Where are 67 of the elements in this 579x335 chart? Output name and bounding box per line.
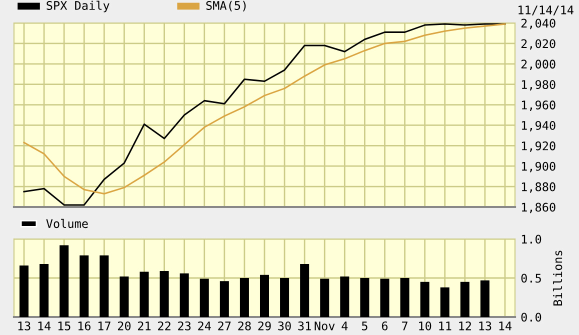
bar xyxy=(100,255,109,317)
x-tick-label: 20 xyxy=(118,321,131,330)
x-tick-label: 12 xyxy=(459,321,472,330)
x-tick-label: 22 xyxy=(158,321,170,330)
bar xyxy=(440,287,450,317)
bar xyxy=(160,270,169,317)
bar xyxy=(380,278,390,317)
bar xyxy=(200,278,209,317)
x-tick-label: 7 xyxy=(402,322,408,330)
bar xyxy=(460,282,470,317)
bar xyxy=(300,264,310,317)
bar xyxy=(280,278,290,317)
y-tick-label: 1.0 xyxy=(522,234,542,244)
legend-label: SMA(5) xyxy=(206,0,246,12)
bar xyxy=(480,280,490,317)
x-tick-label: 14 xyxy=(38,322,51,330)
bar xyxy=(340,276,350,317)
y-tick-label: 1,860 xyxy=(522,202,556,214)
text: 11/14/14 xyxy=(518,6,574,16)
bar xyxy=(80,255,89,317)
y-tick-label: 1,900 xyxy=(522,162,556,172)
x-tick-label: 13 xyxy=(18,321,30,330)
x-tick-label: 23 xyxy=(178,321,191,330)
x-tick-label: 27 xyxy=(218,321,231,330)
x-tick-label: 15 xyxy=(58,322,70,330)
x-tick-label: 24 xyxy=(198,321,211,330)
bar xyxy=(180,273,189,317)
bar xyxy=(60,245,69,317)
y-tick-label: 1,940 xyxy=(522,120,556,132)
bar xyxy=(140,272,149,317)
x-tick-label: 16 xyxy=(78,321,90,330)
x-tick-label: 21 xyxy=(138,321,151,330)
y-tick-label: 1,920 xyxy=(522,141,556,152)
x-tick-label: Nov xyxy=(314,322,335,330)
bar xyxy=(360,278,370,317)
x-tick-label: 11 xyxy=(439,322,452,330)
x-tick-label: 13 xyxy=(479,321,492,330)
y-tick-label: 1,980 xyxy=(522,80,556,91)
x-tick-label: 31 xyxy=(298,321,311,330)
y-axis-title: Billions xyxy=(552,250,562,306)
bar xyxy=(240,278,249,317)
bar xyxy=(320,278,330,317)
bar xyxy=(420,282,430,317)
y-tick-label: 2,040 xyxy=(521,18,556,30)
x-tick-label: 17 xyxy=(98,322,110,330)
x-tick-label: 14 xyxy=(499,322,512,330)
y-tick-label: 2,000 xyxy=(521,60,556,70)
bar xyxy=(400,278,410,317)
x-tick-label: 4 xyxy=(342,322,348,330)
y-tick-label: 0.5 xyxy=(521,274,541,283)
legend-label: SPX Daily xyxy=(46,0,110,12)
x-tick-label: 29 xyxy=(258,321,271,330)
bar xyxy=(40,264,49,317)
bar xyxy=(20,266,29,317)
y-tick-label: 1,880 xyxy=(522,182,556,193)
x-tick-label: 6 xyxy=(382,321,388,330)
x-tick-label: 5 xyxy=(362,322,368,330)
y-tick-label: 2,020 xyxy=(521,39,556,50)
y-tick-label: 0.0 xyxy=(521,312,542,322)
legend-label: Volume xyxy=(46,218,88,228)
x-tick-label: 30 xyxy=(278,321,291,330)
x-tick-label: 28 xyxy=(238,321,251,330)
bar xyxy=(260,274,270,317)
y-tick-label: 1,960 xyxy=(522,100,556,111)
x-tick-label: 10 xyxy=(419,321,432,330)
bar xyxy=(220,281,229,317)
bar xyxy=(120,276,129,317)
